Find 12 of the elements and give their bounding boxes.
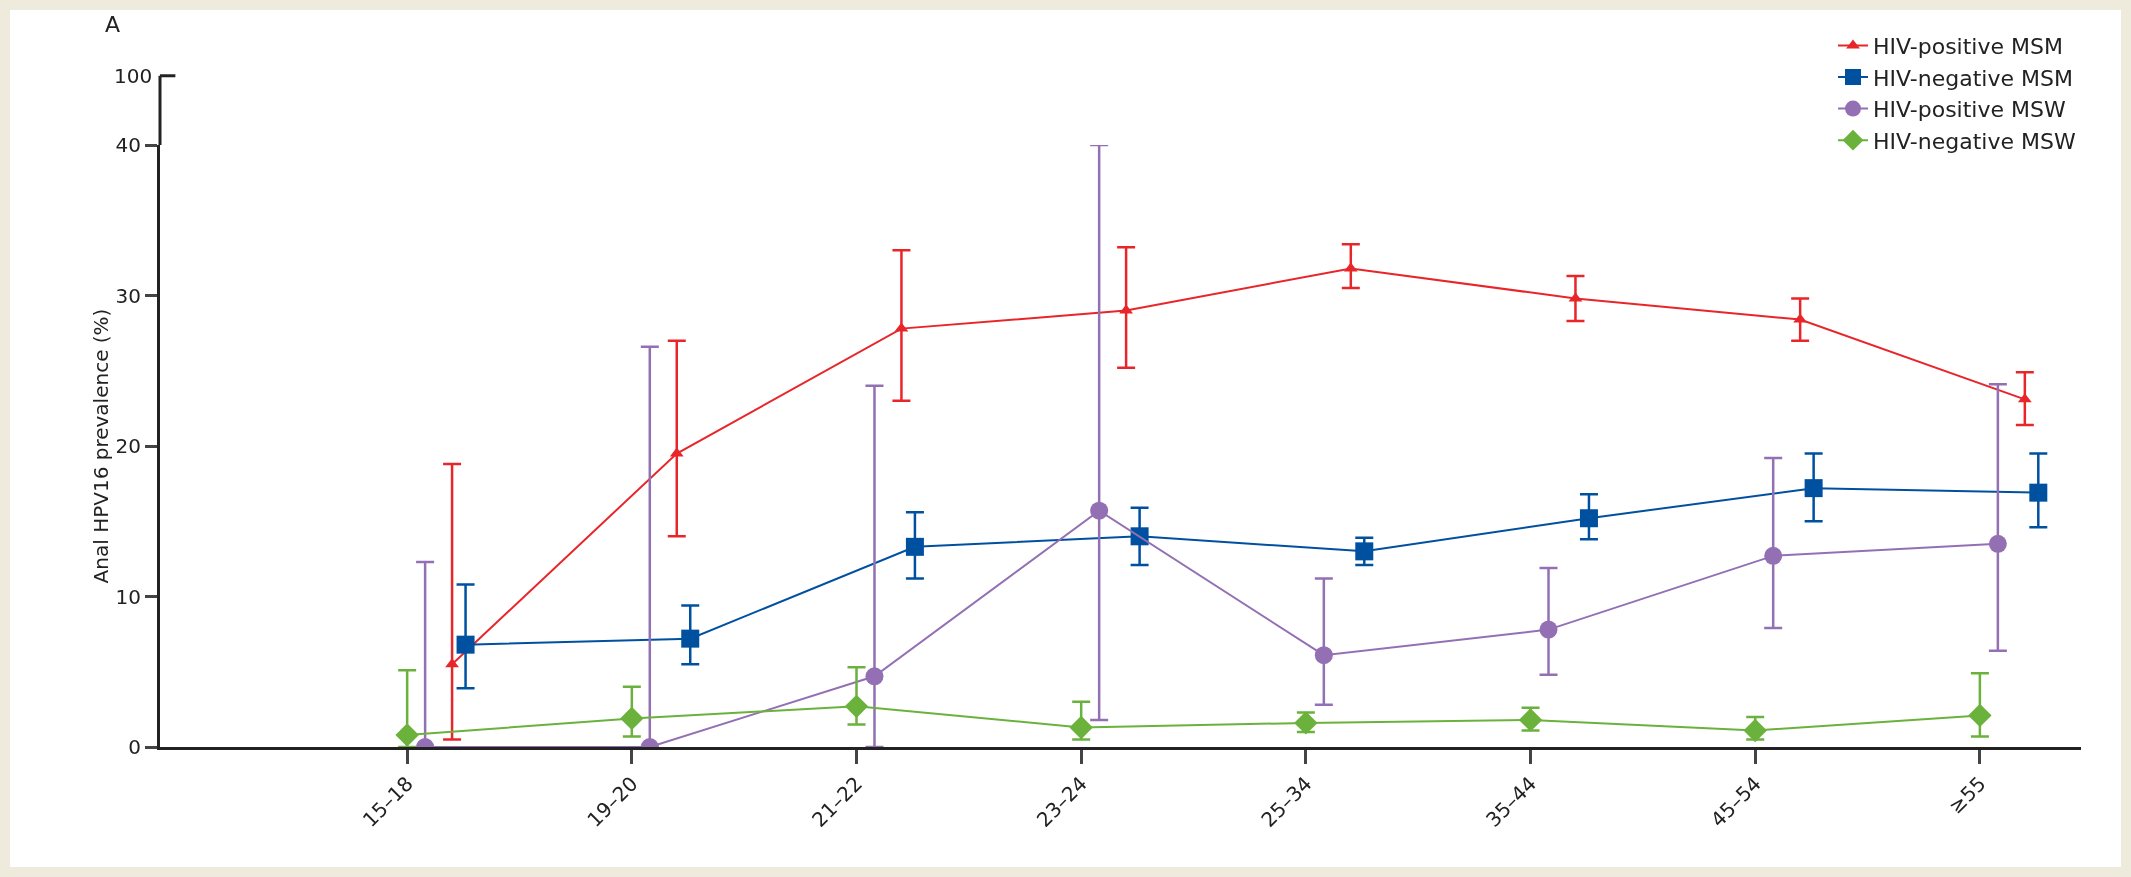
legend-label: HIV-negative MSM [1873,65,2073,91]
y-tick-label: 10 [115,584,141,609]
y-tick-label: 30 [115,283,141,308]
legend-label: HIV-negative MSW [1873,128,2076,154]
legend-label: HIV-positive MSM [1873,33,2063,59]
y-tick-label: 20 [115,434,141,458]
text: A [105,12,121,37]
y-tick-label: 0 [128,735,141,759]
text: 100 [114,64,153,88]
y-axis-title: Anal HPV16 prevalence (%) [89,308,113,584]
legend-label: HIV-positive MSW [1873,97,2066,123]
y-tick-label: 40 [115,133,141,157]
